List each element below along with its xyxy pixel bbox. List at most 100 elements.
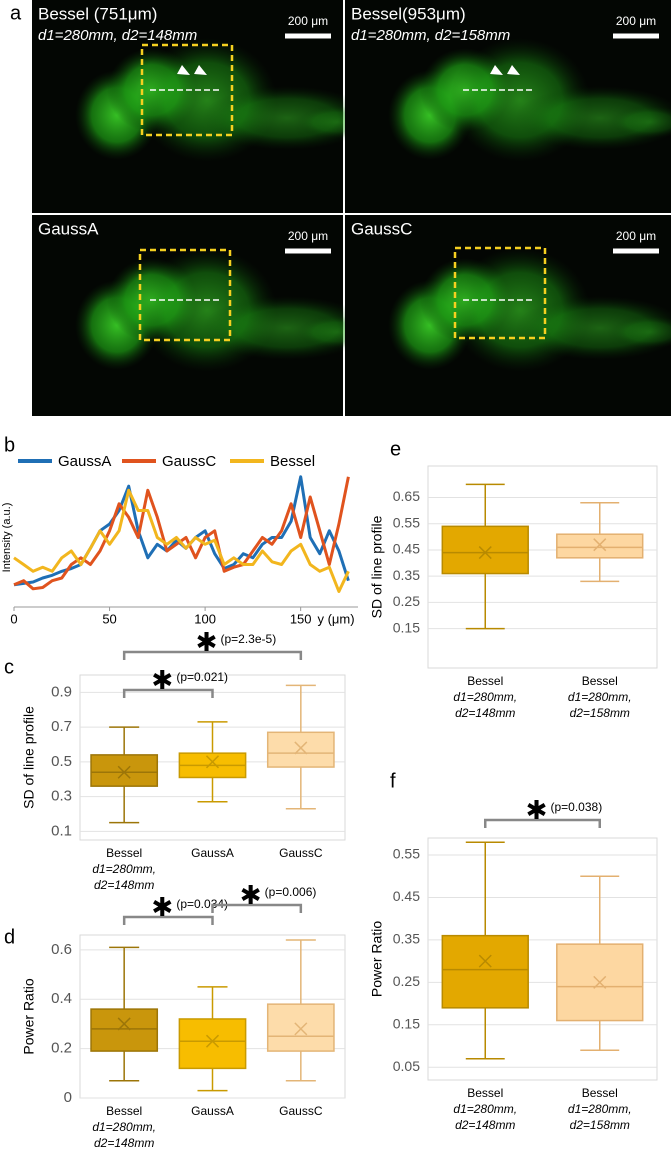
y-tick-label: 0.3 bbox=[51, 788, 72, 805]
mean-marker bbox=[294, 741, 308, 755]
x-axis-label: y (μm) bbox=[317, 611, 354, 626]
whisker-low bbox=[465, 573, 505, 630]
tile-subtitle: d1=280mm, d2=148mm bbox=[38, 27, 197, 44]
tile-title: Bessel(953μm) bbox=[351, 4, 466, 23]
mean-marker bbox=[117, 1017, 131, 1031]
p-value: (p=0.038) bbox=[551, 800, 603, 814]
whisker-low bbox=[109, 786, 140, 824]
whisker-high bbox=[197, 721, 228, 754]
legend-label: Bessel bbox=[270, 453, 315, 470]
series-line bbox=[13, 488, 350, 593]
bracket bbox=[122, 915, 214, 925]
legend-label: GaussA bbox=[58, 453, 111, 470]
mean-marker bbox=[478, 954, 492, 968]
p-value: (p=0.034) bbox=[176, 897, 228, 911]
panel-label: e bbox=[390, 438, 401, 460]
mean-marker bbox=[117, 765, 131, 779]
panel-label: b bbox=[4, 434, 15, 456]
x-tick-label: d1=280mm, bbox=[568, 690, 632, 704]
box bbox=[266, 731, 335, 768]
x-tick-label: Bessel bbox=[582, 674, 618, 688]
y-tick-label: 0.9 bbox=[51, 683, 72, 700]
y-axis-label: Power Ratio bbox=[369, 921, 385, 997]
x-tick-label: Bessel bbox=[106, 846, 142, 860]
box bbox=[556, 533, 644, 559]
x-tick-label: 100 bbox=[194, 611, 216, 626]
p-value: (p=0.006) bbox=[265, 885, 317, 899]
roi-box bbox=[453, 246, 547, 340]
panel-label: f bbox=[390, 770, 396, 792]
mean-marker bbox=[593, 975, 607, 989]
mean-marker bbox=[478, 546, 492, 560]
x-tick-label: d1=280mm, bbox=[92, 1120, 156, 1134]
y-tick-label: 0.05 bbox=[393, 1058, 420, 1074]
tile-subtitle: d1=280mm, d2=158mm bbox=[351, 27, 510, 44]
tile-title: GaussA bbox=[38, 219, 99, 238]
y-tick-label: 0.45 bbox=[393, 888, 420, 904]
x-tick-label: d1=280mm, bbox=[453, 1102, 517, 1116]
y-tick-label: 0.25 bbox=[393, 593, 420, 609]
whisker-high bbox=[285, 939, 316, 1005]
tile-title: GaussC bbox=[351, 219, 412, 238]
y-tick-label: 0.35 bbox=[393, 931, 420, 947]
arrowhead bbox=[490, 65, 520, 75]
y-tick-label: 0.45 bbox=[393, 541, 420, 557]
roi-box bbox=[138, 248, 232, 342]
x-tick-label: d2=148mm bbox=[455, 1118, 515, 1132]
significance-star: ✱ bbox=[151, 892, 173, 922]
y-tick-label: 0.25 bbox=[393, 973, 420, 989]
whisker-low bbox=[109, 1051, 140, 1082]
x-tick-label: 50 bbox=[102, 611, 116, 626]
roi-box bbox=[140, 43, 234, 137]
tissue bbox=[610, 316, 671, 348]
x-tick-label: GaussA bbox=[191, 846, 234, 860]
significance-star: ✱ bbox=[196, 627, 218, 657]
bracket bbox=[122, 688, 214, 698]
x-tick-label: d1=280mm, bbox=[92, 862, 156, 876]
panel-label: a bbox=[10, 2, 22, 24]
x-tick-label: Bessel bbox=[582, 1086, 618, 1100]
mean-marker bbox=[593, 538, 607, 552]
whisker-low bbox=[465, 1007, 505, 1060]
significance-star: ✱ bbox=[151, 665, 173, 695]
whisker-low bbox=[580, 557, 620, 583]
y-tick-label: 0.6 bbox=[51, 941, 72, 958]
box bbox=[90, 754, 159, 787]
x-tick-label: d2=158mm bbox=[570, 706, 630, 720]
scale-label: 200 μm bbox=[616, 229, 656, 243]
specimen bbox=[388, 38, 671, 162]
y-tick-label: 0.1 bbox=[51, 822, 72, 839]
y-axis-label: SD of line profile bbox=[369, 515, 385, 618]
box bbox=[441, 934, 529, 1009]
mean-marker bbox=[205, 755, 220, 769]
plot-frame bbox=[427, 837, 658, 1081]
y-tick-label: 0.15 bbox=[393, 619, 420, 635]
bracket bbox=[211, 903, 303, 913]
whisker-low bbox=[285, 767, 316, 810]
y-tick-label: 0.35 bbox=[393, 567, 420, 583]
x-tick-label: d2=158mm bbox=[570, 1118, 630, 1132]
specimen bbox=[75, 248, 377, 372]
x-tick-label: 0 bbox=[10, 611, 17, 626]
whisker-low bbox=[197, 1068, 228, 1092]
x-tick-label: d2=148mm bbox=[94, 878, 154, 892]
x-tick-label: d2=148mm bbox=[455, 706, 515, 720]
x-tick-label: GaussC bbox=[279, 846, 323, 860]
significance-star: ✱ bbox=[526, 795, 548, 825]
y-axis-label: Power Ratio bbox=[21, 978, 37, 1054]
x-tick-label: Bessel bbox=[106, 1104, 142, 1118]
significance-star: ✱ bbox=[240, 880, 262, 910]
x-tick-label: Bessel bbox=[467, 674, 503, 688]
whisker-low bbox=[580, 1020, 620, 1052]
mean-marker bbox=[294, 1022, 308, 1036]
p-value: (p=2.3e-5) bbox=[221, 632, 277, 646]
whisker-high bbox=[109, 726, 140, 755]
x-tick-label: d1=280mm, bbox=[453, 690, 517, 704]
y-tick-label: 0.65 bbox=[393, 488, 420, 504]
bracket bbox=[484, 818, 601, 828]
x-tick-label: 150 bbox=[290, 611, 312, 626]
box bbox=[178, 1018, 247, 1070]
plot-frame bbox=[427, 465, 658, 669]
y-axis-label: SD of line profile bbox=[21, 706, 37, 809]
